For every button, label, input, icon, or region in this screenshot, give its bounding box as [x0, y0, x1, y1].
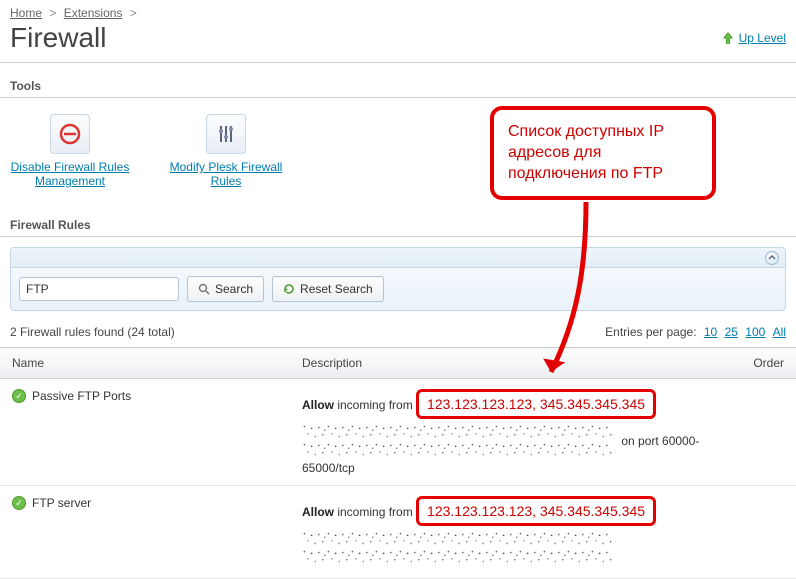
breadcrumb: Home > Extensions > [0, 0, 796, 22]
refresh-icon [283, 283, 295, 295]
up-arrow-icon [721, 31, 735, 45]
tool-disable-firewall[interactable]: Disable Firewall Rules Management [10, 114, 130, 188]
entries-opt-all[interactable]: All [773, 325, 786, 339]
page-title: Firewall [10, 22, 106, 54]
collapse-icon[interactable] [765, 251, 779, 265]
search-input[interactable] [19, 277, 179, 301]
callout-text: Список доступных IP адресов для подключе… [508, 123, 664, 182]
rule-name: Passive FTP Ports [32, 389, 131, 403]
breadcrumb-home[interactable]: Home [10, 6, 42, 20]
col-description[interactable]: Description [290, 348, 736, 379]
tool-modify-firewall[interactable]: Modify Plesk Firewall Rules [166, 114, 286, 188]
rules-table: Name Description Order ✓ Passive FTP Por… [0, 347, 796, 579]
entries-label: Entries per page: [605, 325, 696, 339]
tool-disable-label[interactable]: Disable Firewall Rules Management [11, 160, 130, 188]
status-ok-icon: ✓ [12, 389, 26, 403]
breadcrumb-sep: > [49, 6, 56, 20]
rule-name: FTP server [32, 496, 91, 510]
table-row[interactable]: ✓ Passive FTP Ports Allow incoming from … [0, 379, 796, 486]
entries-opt-25[interactable]: 25 [725, 325, 738, 339]
redacted-area [302, 530, 612, 568]
sliders-icon [206, 114, 246, 154]
reset-button-label: Reset Search [300, 282, 373, 296]
search-button-label: Search [215, 282, 253, 296]
ip-list-badge: 123.123.123.123, 345.345.345.345 [416, 389, 656, 419]
reset-search-button[interactable]: Reset Search [272, 276, 384, 302]
col-name[interactable]: Name [0, 348, 290, 379]
table-row[interactable]: ✓ FTP server Allow incoming from 123.123… [0, 486, 796, 579]
status-ok-icon: ✓ [12, 496, 26, 510]
up-level-label[interactable]: Up Level [739, 31, 786, 45]
tools-heading: Tools [0, 69, 796, 98]
search-button[interactable]: Search [187, 276, 264, 302]
search-panel: Search Reset Search [10, 247, 786, 311]
results-count: 2 Firewall rules found (24 total) [10, 325, 175, 339]
redacted-area [302, 423, 612, 461]
entries-opt-10[interactable]: 10 [704, 325, 717, 339]
annotation-callout: Список доступных IP адресов для подключе… [490, 106, 716, 200]
col-order[interactable]: Order [736, 348, 796, 379]
entries-per-page: Entries per page: 10 25 100 All [605, 325, 786, 339]
rules-heading: Firewall Rules [0, 208, 796, 237]
tool-modify-label[interactable]: Modify Plesk Firewall Rules [170, 160, 283, 188]
disable-icon [50, 114, 90, 154]
breadcrumb-sep: > [130, 6, 137, 20]
up-level-link[interactable]: Up Level [721, 31, 786, 45]
entries-opt-100[interactable]: 100 [745, 325, 765, 339]
breadcrumb-extensions[interactable]: Extensions [64, 6, 123, 20]
search-icon [198, 283, 210, 295]
incoming-label: incoming from [337, 398, 412, 412]
ip-list-badge: 123.123.123.123, 345.345.345.345 [416, 496, 656, 526]
allow-label: Allow [302, 398, 334, 412]
